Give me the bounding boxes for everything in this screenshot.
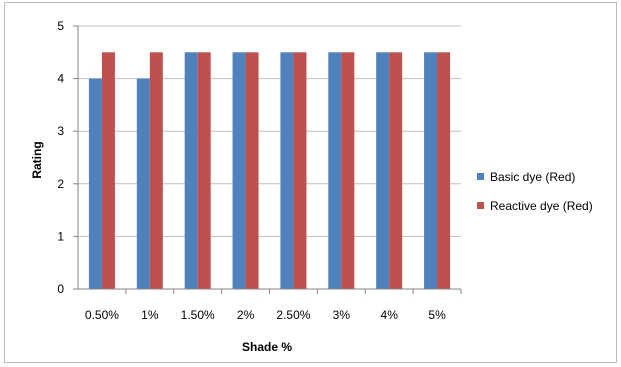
bar-basic-dye-0 [88, 78, 102, 289]
bars [88, 52, 451, 289]
bar-basic-dye-4 [280, 52, 294, 289]
bar-basic-dye-5 [328, 52, 342, 289]
x-tick-label: 1% [141, 308, 159, 322]
x-tick-label: 4% [381, 308, 399, 322]
bar-reactive-dye-1 [149, 52, 163, 289]
legend-swatch-reactive-dye [477, 202, 484, 209]
legend: Basic dye (Red) Reactive dye (Red) [477, 170, 593, 213]
bar-basic-dye-1 [136, 78, 150, 289]
x-tick-label: 0.50% [85, 308, 119, 322]
y-tick-label: 0 [57, 282, 64, 296]
bar-reactive-dye-5 [341, 52, 355, 289]
y-tick-label: 5 [57, 19, 64, 33]
bar-basic-dye-6 [376, 52, 390, 289]
bar-reactive-dye-6 [389, 52, 403, 289]
y-tick-label: 4 [57, 72, 64, 86]
y-tick-label: 3 [57, 124, 64, 138]
bar-reactive-dye-7 [437, 52, 451, 289]
bar-reactive-dye-3 [245, 52, 259, 289]
legend-label-basic-dye: Basic dye (Red) [490, 170, 575, 184]
bar-reactive-dye-2 [197, 52, 211, 289]
y-axis-title: Rating [30, 141, 44, 178]
y-tick-label: 1 [57, 229, 64, 243]
x-axis-title: Shade % [242, 340, 292, 354]
bar-reactive-dye-4 [293, 52, 307, 289]
x-tick-label: 5% [428, 308, 446, 322]
x-tick-label: 2% [237, 308, 255, 322]
legend-swatch-basic-dye [477, 173, 484, 180]
bar-basic-dye-2 [184, 52, 198, 289]
bar-basic-dye-7 [424, 52, 438, 289]
x-tick-label: 1.50% [181, 308, 215, 322]
y-tick-label: 2 [57, 177, 64, 191]
bar-basic-dye-3 [232, 52, 246, 289]
axes [77, 26, 462, 294]
x-tick-label: 3% [333, 308, 351, 322]
y-tick-labels: 0 1 2 3 4 5 [57, 19, 64, 296]
gridlines [73, 25, 461, 290]
bar-reactive-dye-0 [101, 52, 115, 289]
x-tick-labels: 0.50% 1% 1.50% 2% 2.50% 3% 4% 5% [85, 308, 446, 322]
x-tick-label: 2.50% [276, 308, 310, 322]
legend-label-reactive-dye: Reactive dye (Red) [490, 199, 593, 213]
